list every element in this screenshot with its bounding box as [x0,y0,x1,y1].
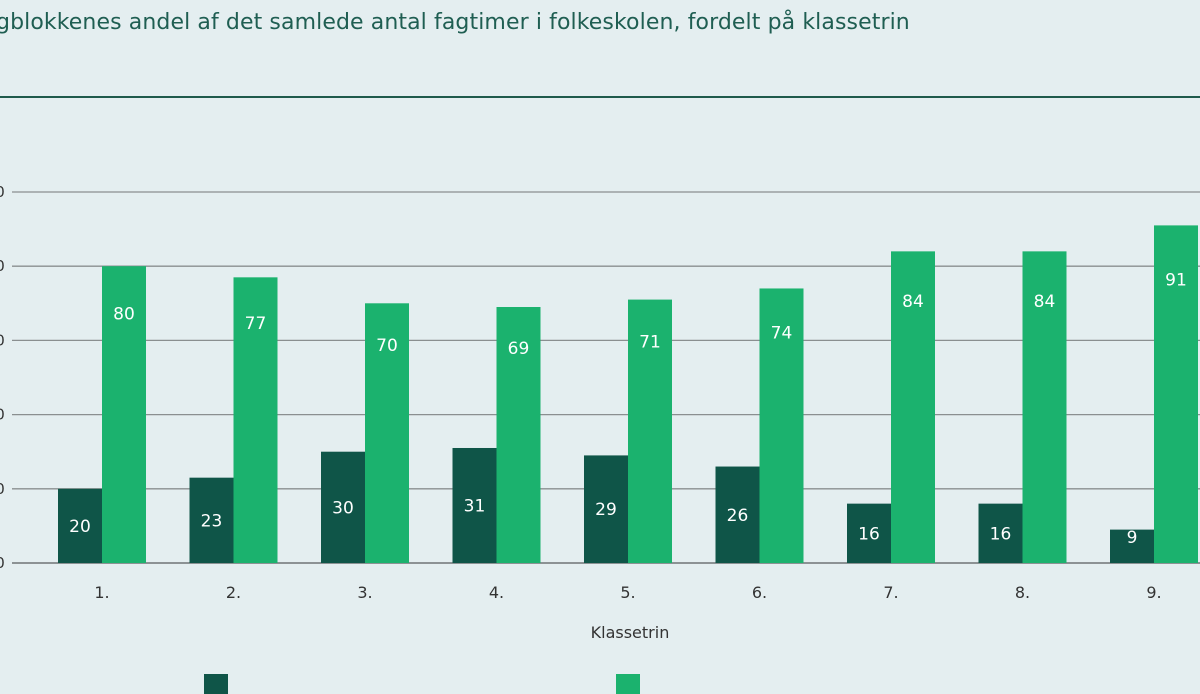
x-tick-label: 5. [620,583,635,602]
bar-light [759,288,804,563]
bar-light [628,299,672,563]
bar-light [1022,251,1067,564]
bar-dark [321,451,365,563]
bar-light [496,307,541,563]
data-label: 70 [376,336,398,356]
bar-light [365,303,409,563]
bar-dark [715,466,760,563]
data-label: 29 [595,500,617,520]
x-tick-label: 7. [883,583,898,602]
legend-swatch-light [616,674,640,694]
title-divider [0,96,1200,98]
y-tick-label: 0 [0,257,5,275]
data-label: 91 [1165,270,1187,290]
data-label: 80 [113,305,135,325]
x-axis-label: Klassetrin [591,623,670,642]
bar-dark [58,488,102,563]
data-label: 77 [245,314,267,334]
data-label: 71 [639,333,661,353]
data-label: 74 [771,323,793,343]
data-label: 16 [858,524,880,544]
data-label: 30 [332,498,354,518]
bar-dark [978,503,1023,563]
x-tick-label: 9. [1146,583,1161,602]
y-tick-label: 0 [0,554,5,572]
data-label: 16 [990,524,1012,544]
bar-dark [584,455,628,563]
bar-light [102,266,146,563]
data-label: 23 [201,511,223,531]
legend-swatch-dark [204,674,228,694]
data-label: 84 [902,292,924,312]
x-tick-label: 1. [94,583,109,602]
bar-dark [847,503,891,563]
data-label: 26 [727,506,749,526]
data-label: 20 [69,517,91,537]
chart-title: gblokkenes andel af det samlede antal fa… [0,10,910,35]
bar-light [891,251,935,564]
x-tick-label: 3. [357,583,372,602]
y-tick-label: 0 [0,183,5,201]
data-label: 84 [1034,292,1056,312]
bar-dark [1110,529,1154,563]
y-tick-label: 0 [0,406,5,424]
bar-light [233,277,278,563]
bar-light [1154,225,1198,563]
bar-dark [452,447,497,563]
bar-dark [189,477,234,563]
data-label: 31 [464,496,486,516]
x-tick-label: 8. [1015,583,1030,602]
y-tick-label: 0 [0,331,5,349]
x-tick-label: 2. [226,583,241,602]
x-tick-label: 6. [752,583,767,602]
y-tick-label: 0 [0,480,5,498]
data-label: 9 [1127,528,1138,548]
data-label: 69 [508,339,530,359]
x-tick-label: 4. [489,583,504,602]
